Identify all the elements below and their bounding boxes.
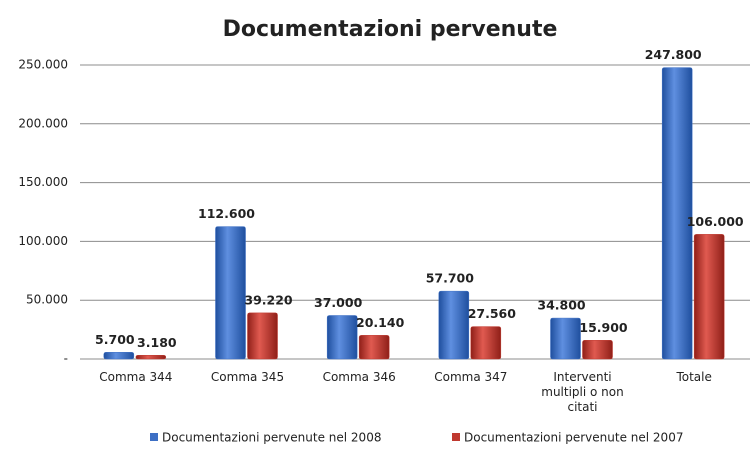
x-tick-label-box: Comma 346 bbox=[322, 370, 396, 384]
value-label: 3.180 bbox=[137, 335, 177, 350]
x-tick-label: Comma 345 bbox=[210, 370, 285, 384]
x-tick-label-box: Comma 344 bbox=[99, 370, 173, 384]
value-label: 34.800 bbox=[537, 298, 586, 313]
bar bbox=[215, 226, 246, 360]
bar bbox=[135, 355, 167, 360]
x-tick-label: Totale bbox=[676, 370, 712, 384]
value-label: 57.700 bbox=[426, 271, 475, 286]
bar bbox=[326, 315, 358, 360]
bar bbox=[103, 352, 135, 360]
bar bbox=[582, 340, 613, 360]
x-tick-label: Comma 346 bbox=[322, 370, 396, 384]
value-label: 106.000 bbox=[687, 214, 744, 229]
bar bbox=[438, 290, 470, 360]
x-tick-label: Comma 344 bbox=[99, 370, 173, 384]
legend-label: Documentazioni pervenute nel 2008 bbox=[162, 431, 381, 445]
y-tick-label: - bbox=[64, 352, 68, 366]
legend-swatch bbox=[452, 433, 460, 441]
value-label: 37.000 bbox=[314, 295, 363, 310]
value-label: 15.900 bbox=[579, 320, 628, 335]
bar bbox=[470, 326, 502, 360]
y-tick-label: 200.000 bbox=[18, 116, 68, 130]
x-tick-label-box: Interventi multipli o non citati bbox=[541, 370, 624, 414]
bar bbox=[693, 234, 725, 360]
value-label: 5.700 bbox=[95, 332, 135, 347]
bar bbox=[358, 335, 390, 360]
x-tick-label-box: Comma 347 bbox=[434, 370, 508, 384]
x-tick-label-box: Comma 345 bbox=[210, 370, 285, 384]
bar bbox=[247, 312, 278, 360]
x-tick-label-box: Totale bbox=[676, 370, 712, 384]
value-label: 247.800 bbox=[645, 47, 702, 62]
value-label: 20.140 bbox=[356, 315, 405, 330]
value-label: 112.600 bbox=[198, 206, 255, 221]
legend-label: Documentazioni pervenute nel 2007 bbox=[464, 431, 683, 445]
value-label: 39.220 bbox=[244, 292, 293, 307]
bar bbox=[550, 317, 581, 360]
legend-swatch bbox=[150, 433, 158, 441]
value-label: 27.560 bbox=[468, 306, 517, 321]
x-tick-label: Interventi multipli o non citati bbox=[541, 370, 624, 414]
y-tick-label: 250.000 bbox=[18, 58, 68, 72]
y-tick-label: 100.000 bbox=[18, 234, 68, 248]
bar bbox=[661, 67, 693, 360]
chart-title: Documentazioni pervenute bbox=[223, 17, 558, 42]
y-tick-label: 150.000 bbox=[18, 175, 68, 189]
y-tick-label: 50.000 bbox=[26, 293, 68, 307]
x-tick-label: Comma 347 bbox=[434, 370, 508, 384]
